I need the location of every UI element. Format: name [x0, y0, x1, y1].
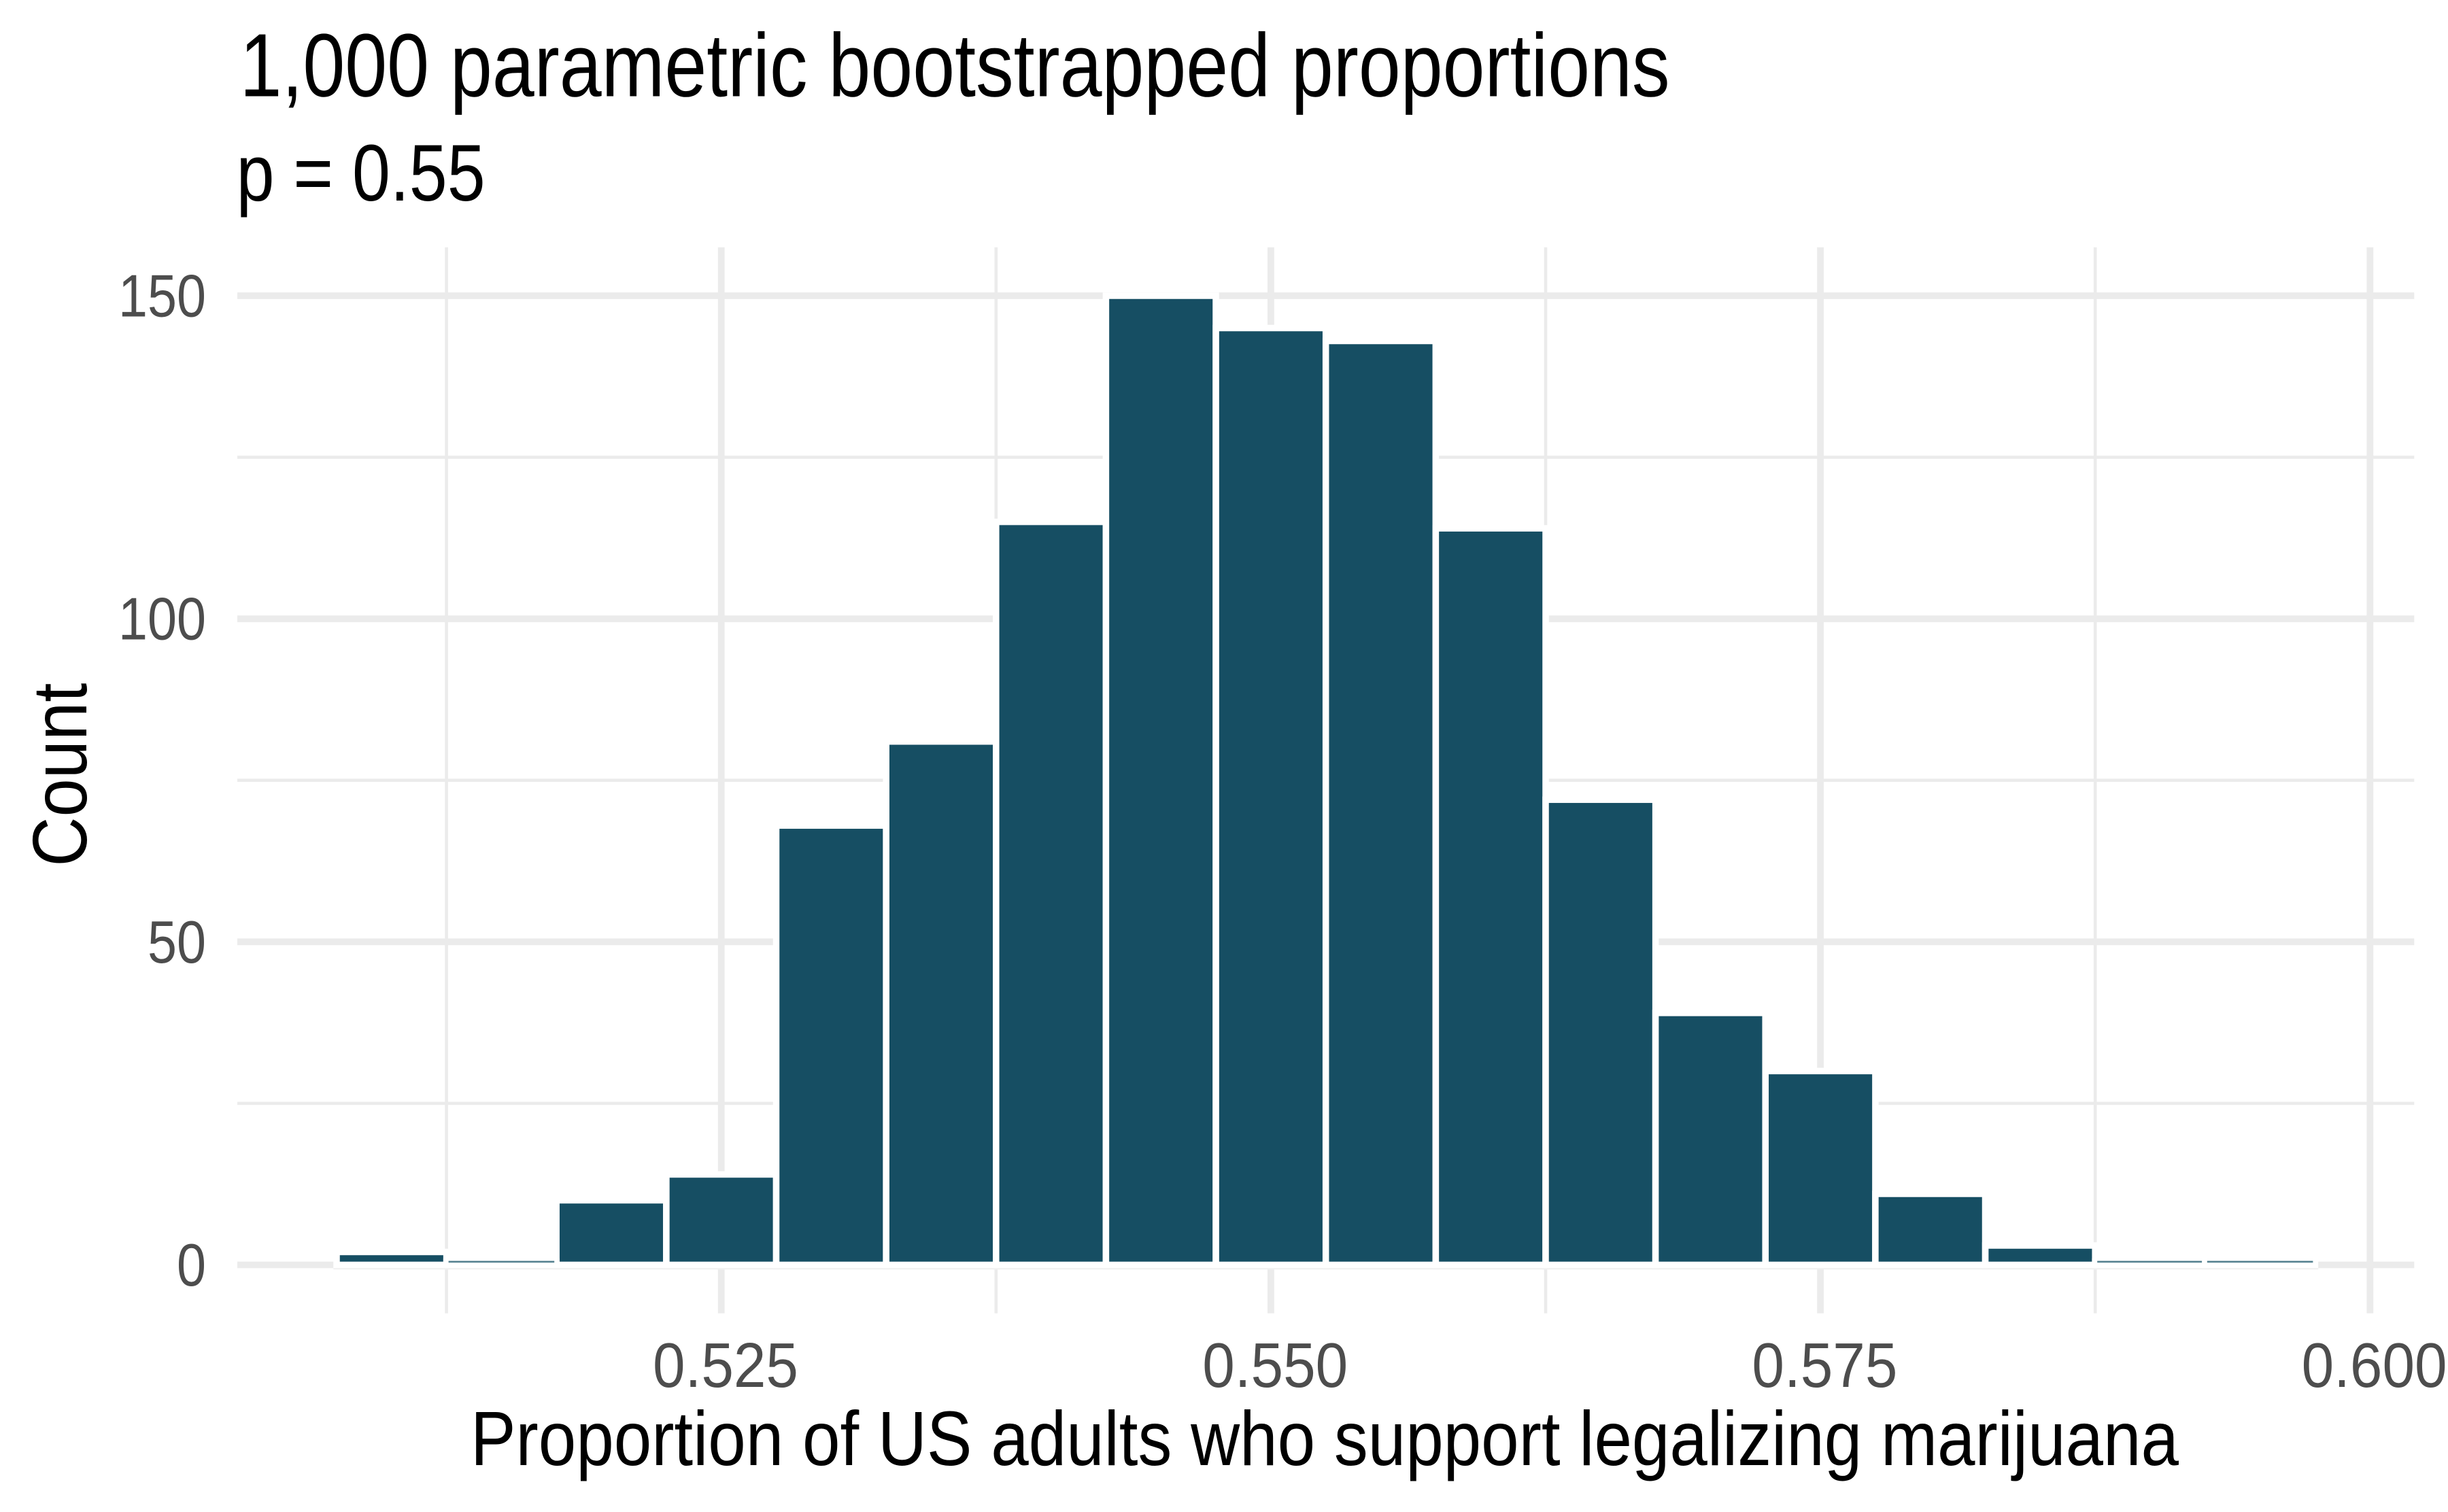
svg-text:0: 0 — [177, 1231, 206, 1299]
svg-text:Proportion of US adults who su: Proportion of US adults who support lega… — [471, 1396, 2179, 1481]
svg-text:Count: Count — [17, 683, 103, 867]
svg-text:100: 100 — [118, 585, 206, 653]
svg-text:0.575: 0.575 — [1752, 1330, 1897, 1401]
svg-text:150: 150 — [118, 262, 206, 330]
svg-text:50: 50 — [148, 908, 206, 976]
svg-text:0.600: 0.600 — [2302, 1330, 2447, 1401]
svg-text:p = 0.55: p = 0.55 — [237, 128, 486, 218]
svg-text:0.525: 0.525 — [653, 1330, 798, 1401]
svg-text:1,000 parametric bootstrapped: 1,000 parametric bootstrapped proportion… — [240, 16, 1670, 116]
svg-text:0.550: 0.550 — [1202, 1330, 1348, 1401]
